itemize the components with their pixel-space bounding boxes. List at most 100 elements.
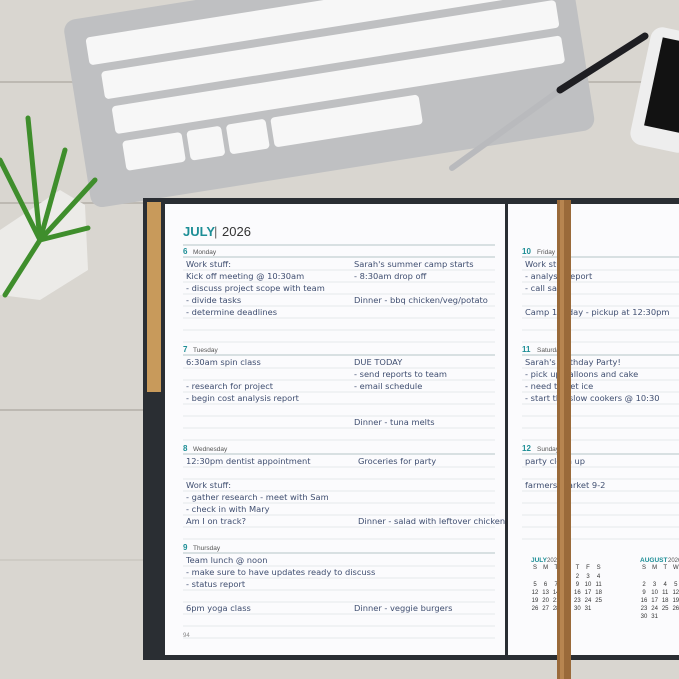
note: Work stuff [525, 259, 567, 269]
calendar-month: JULY [531, 557, 548, 564]
calendar-weekday: M [543, 565, 548, 571]
calendar-year: 2026 [668, 558, 679, 564]
calendar-date: 25 [595, 598, 602, 604]
calendar-date: 18 [595, 590, 602, 596]
calendar-date: 10 [585, 582, 592, 588]
calendar-weekday: S [642, 565, 646, 571]
day-name: Friday [537, 249, 556, 256]
note: 6pm yoga class [186, 603, 251, 613]
day-number: 10 [522, 247, 531, 256]
calendar-date: 12 [532, 590, 539, 596]
month: JULY [183, 224, 215, 239]
note-right: - send reports to team [354, 369, 447, 379]
calendar-date: 13 [542, 590, 549, 596]
calendar-date: 9 [576, 582, 580, 588]
calendar-date: 23 [641, 606, 648, 612]
note: Sarah's Birthday Party! [525, 357, 621, 367]
calendar-date: 14 [553, 590, 560, 596]
calendar-date: 2 [576, 574, 580, 580]
calendar-month: AUGUST [640, 557, 667, 564]
calendar-date: 23 [574, 598, 581, 604]
day-name: Monday [193, 249, 217, 256]
calendar-date: 17 [585, 590, 592, 596]
note-right: DUE TODAY [354, 357, 403, 367]
note-right: Sarah's summer camp starts [354, 259, 474, 269]
calendar-date: 16 [574, 590, 581, 596]
phone [630, 27, 679, 153]
calendar-date: 31 [651, 614, 658, 620]
ribbon-highlight [560, 200, 564, 679]
note: - gather research - meet with Sam [186, 492, 329, 502]
calendar-date: 27 [542, 606, 549, 612]
calendar-date: 31 [585, 606, 592, 612]
page-number: 94 [183, 633, 190, 639]
calendar-date: 20 [542, 598, 549, 604]
calendar-weekday: S [597, 565, 601, 571]
left-page [165, 204, 505, 655]
calendar-date: 12 [672, 590, 679, 596]
day-number: 8 [183, 444, 188, 453]
note: Team lunch @ noon [185, 555, 267, 565]
content: 6 Monday Work stuff: Kick off meeting @ 10:… [183, 247, 679, 639]
day-number: 6 [183, 247, 188, 256]
calendar-date: 16 [641, 598, 648, 604]
calendar-date: 11 [595, 582, 602, 588]
note: 6:30am spin class [186, 357, 261, 367]
note: - make sure to have updates ready to dis… [186, 567, 375, 577]
day-number: 7 [183, 345, 188, 354]
note: - start the slow cookers @ 10:30 [525, 393, 660, 403]
day-name: Thursday [193, 545, 221, 552]
note: party clean up [525, 456, 585, 466]
calendar-date: 4 [664, 582, 668, 588]
calendar-date: 26 [672, 606, 679, 612]
calendar-date: 7 [555, 582, 559, 588]
calendar-weekday: T [554, 565, 558, 571]
calendar-date: 18 [662, 598, 669, 604]
note: Work stuff: [186, 259, 231, 269]
calendar-date: 9 [642, 590, 646, 596]
calendar-weekday: W [673, 565, 679, 571]
note-right: Groceries for party [358, 456, 436, 466]
calendar-date: 30 [641, 614, 648, 620]
calendar-date: 25 [662, 606, 669, 612]
calendar-date: 5 [674, 582, 678, 588]
calendar-date: 5 [533, 582, 537, 588]
note: Work stuff: [186, 480, 231, 490]
pen [449, 32, 649, 171]
note: - divide tasks [186, 295, 241, 305]
calendar-date: 4 [597, 574, 601, 580]
calendar-year: 2026 [547, 558, 561, 564]
day-number: 11 [522, 345, 531, 354]
note: - determine deadlines [186, 307, 277, 317]
calendar-date: 19 [672, 598, 679, 604]
day-name: Sunday [537, 446, 560, 453]
note: - status report [186, 579, 246, 589]
plant [0, 115, 98, 300]
day-number: 12 [522, 444, 531, 453]
calendar-date: 10 [651, 590, 658, 596]
year: 2026 [222, 224, 251, 239]
note: - begin cost analysis report [186, 393, 300, 403]
note-right: Dinner - bbq chicken/veg/potato [354, 295, 488, 305]
calendar-date: 19 [532, 598, 539, 604]
calendar-weekday: M [652, 565, 657, 571]
note: 12:30pm dentist appointment [186, 456, 311, 466]
calendar-date: 3 [586, 574, 590, 580]
calendar-date: 17 [651, 598, 658, 604]
note: - check in with Mary [186, 504, 270, 514]
calendar-date: 6 [544, 582, 548, 588]
calendar-weekday: T [576, 565, 580, 571]
day-name: Wednesday [193, 446, 228, 453]
calendar-date: 3 [653, 582, 657, 588]
day-number: 9 [183, 543, 188, 552]
calendar-date: 28 [553, 606, 560, 612]
day-name: Saturday [537, 347, 564, 354]
calendar-date: 2 [642, 582, 646, 588]
divider: | [214, 224, 217, 239]
note: - research for project [186, 381, 274, 391]
note-right: Dinner - salad with leftover chicken [358, 516, 505, 526]
calendar-weekday: S [533, 565, 537, 571]
note: - call sam [525, 283, 565, 293]
note-right: - email schedule [354, 381, 422, 391]
